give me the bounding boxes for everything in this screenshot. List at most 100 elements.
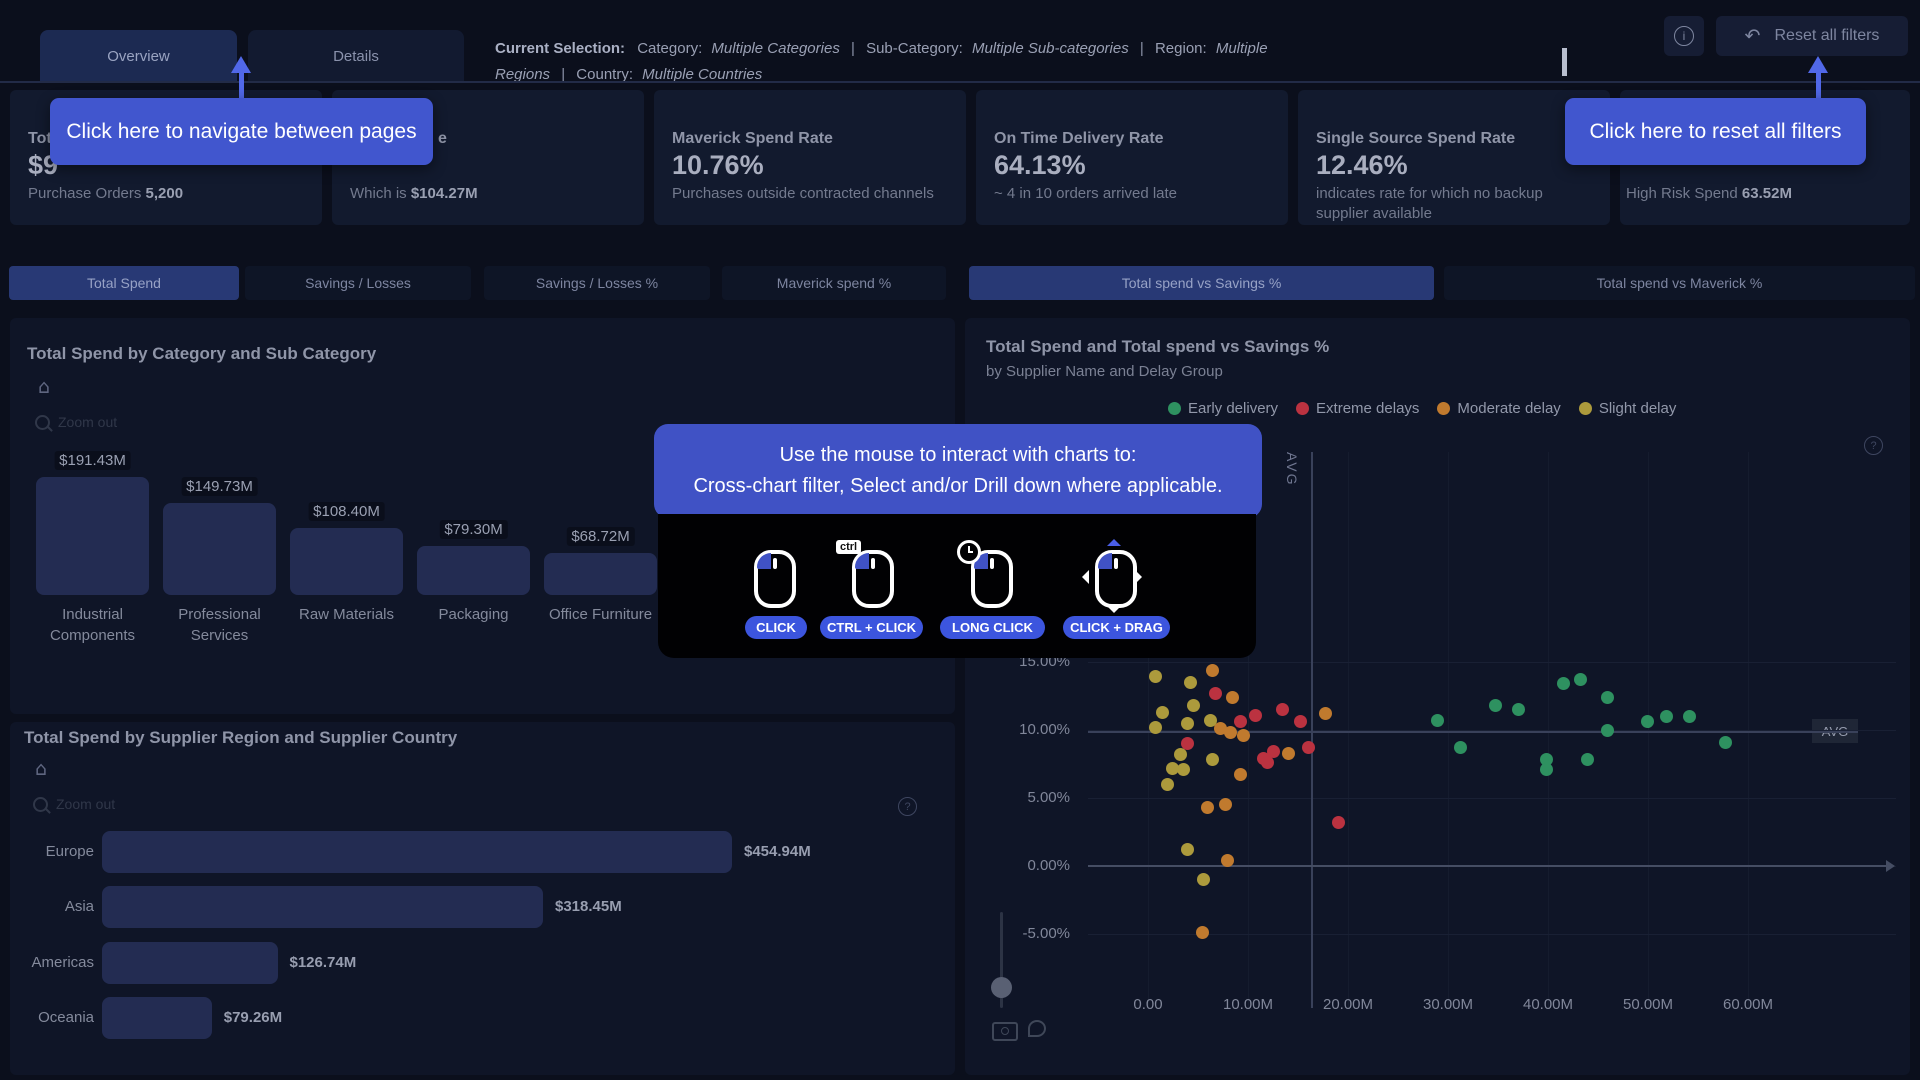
scatter-point[interactable] bbox=[1180, 843, 1194, 857]
legend-item-slight-delay[interactable]: Slight delay bbox=[1578, 400, 1676, 417]
metric-button-maverick-pct[interactable]: Maverick spend % bbox=[722, 266, 946, 300]
scatter-point[interactable] bbox=[1573, 673, 1587, 687]
scatter-point[interactable] bbox=[1155, 705, 1169, 719]
zoom-out-control[interactable]: Zoom out bbox=[35, 414, 117, 430]
y-gridline bbox=[1088, 662, 1896, 663]
scatter-point[interactable] bbox=[1236, 728, 1250, 742]
scatter-point[interactable] bbox=[1223, 726, 1237, 740]
kpi-subtext-prefix: Which is bbox=[350, 185, 411, 202]
slider-handle[interactable] bbox=[991, 977, 1012, 998]
region-bar[interactable] bbox=[102, 996, 212, 1039]
kpi-value: 64.13% bbox=[994, 150, 1086, 180]
scatter-point[interactable] bbox=[1718, 735, 1732, 749]
tab-details[interactable]: Details bbox=[248, 30, 464, 82]
scatter-point[interactable] bbox=[1205, 663, 1219, 677]
category-bar[interactable] bbox=[290, 528, 403, 595]
tab-overview[interactable]: Overview bbox=[40, 30, 237, 82]
scatter-point[interactable] bbox=[1580, 753, 1594, 767]
category-bar[interactable] bbox=[163, 502, 276, 595]
scatter-point[interactable] bbox=[1218, 798, 1232, 812]
metric-button-spend-vs-savings[interactable]: Total spend vs Savings % bbox=[969, 266, 1434, 300]
scatter-point[interactable] bbox=[1180, 737, 1194, 751]
scatter-point[interactable] bbox=[1225, 690, 1239, 704]
selection-region-value: Multiple Regions bbox=[495, 40, 1268, 83]
scatter-point[interactable] bbox=[1556, 677, 1570, 691]
scatter-point[interactable] bbox=[1186, 699, 1200, 713]
mouse-wheel bbox=[871, 558, 875, 569]
scatter-point[interactable] bbox=[1600, 723, 1614, 737]
y-axis-zoom-slider[interactable] bbox=[1000, 912, 1003, 1008]
scatter-point[interactable] bbox=[1213, 722, 1227, 736]
selection-subcategory-value: Multiple Sub-categories bbox=[971, 40, 1129, 57]
reset-filters-button[interactable]: ↶ Reset all filters bbox=[1716, 16, 1908, 56]
scatter-point[interactable] bbox=[1208, 686, 1222, 700]
drag-arrow-left-icon bbox=[1075, 570, 1089, 584]
scatter-point[interactable] bbox=[1173, 747, 1187, 761]
scatter-point[interactable] bbox=[1248, 708, 1262, 722]
scatter-point[interactable] bbox=[1176, 762, 1190, 776]
metric-button-savings-losses[interactable]: Savings / Losses bbox=[245, 266, 471, 300]
kpi-card-maverick-rate[interactable]: Maverick Spend Rate 10.76% Purchases out… bbox=[654, 90, 966, 225]
scatter-point[interactable] bbox=[1682, 709, 1696, 723]
scatter-point[interactable] bbox=[1488, 699, 1502, 713]
category-bar[interactable] bbox=[417, 546, 530, 595]
region-bar[interactable] bbox=[102, 941, 278, 984]
selection-separator: | bbox=[851, 40, 855, 57]
legend-dot-icon bbox=[1578, 402, 1592, 415]
category-bar[interactable] bbox=[36, 477, 149, 595]
scatter-point[interactable] bbox=[1165, 761, 1179, 775]
scatter-point[interactable] bbox=[1220, 854, 1234, 868]
scatter-point[interactable] bbox=[1160, 777, 1174, 791]
metric-button-total-spend[interactable]: Total Spend bbox=[9, 266, 239, 300]
scatter-point[interactable] bbox=[1148, 670, 1162, 684]
scatter-point[interactable] bbox=[1453, 741, 1467, 755]
legend-item-extreme-delays[interactable]: Extreme delays bbox=[1296, 400, 1419, 417]
scatter-point[interactable] bbox=[1511, 703, 1525, 717]
drill-home-icon[interactable]: ⌂ bbox=[38, 376, 51, 398]
scatter-point[interactable] bbox=[1659, 709, 1673, 723]
drill-home-icon[interactable]: ⌂ bbox=[35, 758, 48, 780]
scatter-point[interactable] bbox=[1318, 707, 1332, 721]
scatter-point[interactable] bbox=[1331, 815, 1345, 829]
metric-button-savings-losses-pct[interactable]: Savings / Losses % bbox=[484, 266, 710, 300]
info-button[interactable]: i bbox=[1664, 16, 1704, 56]
scatter-point[interactable] bbox=[1233, 768, 1247, 782]
scatter-point[interactable] bbox=[1640, 715, 1654, 729]
metric-button-spend-vs-maverick[interactable]: Total spend vs Maverick % bbox=[1444, 266, 1915, 300]
legend-item-early-delivery[interactable]: Early delivery bbox=[1168, 400, 1278, 417]
snapshot-icon[interactable] bbox=[992, 1022, 1018, 1041]
region-bar[interactable] bbox=[102, 886, 543, 929]
scatter-point[interactable] bbox=[1195, 926, 1209, 940]
region-bar[interactable] bbox=[102, 831, 732, 873]
scatter-point[interactable] bbox=[1183, 675, 1197, 689]
scatter-point[interactable] bbox=[1203, 713, 1217, 727]
help-icon[interactable]: ? bbox=[1864, 436, 1883, 455]
scatter-point[interactable] bbox=[1260, 756, 1274, 770]
scatter-point[interactable] bbox=[1281, 746, 1295, 760]
zoom-out-control[interactable]: Zoom out bbox=[33, 796, 115, 812]
scatter-point[interactable] bbox=[1539, 762, 1553, 776]
scatter-point[interactable] bbox=[1196, 873, 1210, 887]
scatter-point[interactable] bbox=[1275, 703, 1289, 717]
kpi-card-on-time-delivery[interactable]: On Time Delivery Rate 64.13% ~ 4 in 10 o… bbox=[976, 90, 1288, 225]
lasso-select-icon[interactable] bbox=[1028, 1020, 1046, 1037]
pill-ctrl-click: CTRL + CLICK bbox=[820, 616, 923, 639]
scatter-point[interactable] bbox=[1293, 715, 1307, 729]
legend-item-moderate-delay[interactable]: Moderate delay bbox=[1437, 400, 1561, 417]
navigate-tooltip-text: Click here to navigate between pages bbox=[66, 119, 417, 143]
category-bar[interactable] bbox=[544, 552, 657, 595]
header-divider bbox=[0, 81, 1920, 83]
help-icon[interactable]: ? bbox=[898, 797, 917, 816]
scatter-point[interactable] bbox=[1430, 713, 1444, 727]
scatter-point[interactable] bbox=[1200, 801, 1214, 815]
scatter-point[interactable] bbox=[1205, 753, 1219, 767]
scatter-point[interactable] bbox=[1600, 690, 1614, 704]
scatter-point[interactable] bbox=[1301, 741, 1315, 755]
bar-value-label: $191.43M bbox=[54, 451, 131, 470]
scatter-point[interactable] bbox=[1148, 720, 1162, 734]
scatter-point[interactable] bbox=[1266, 745, 1280, 759]
scatter-point[interactable] bbox=[1233, 715, 1247, 729]
kpi-card-single-source[interactable]: Single Source Spend Rate 12.46% indicate… bbox=[1298, 90, 1610, 225]
scatter-point[interactable] bbox=[1180, 716, 1194, 730]
bar-value-label: $454.94M bbox=[744, 843, 811, 860]
